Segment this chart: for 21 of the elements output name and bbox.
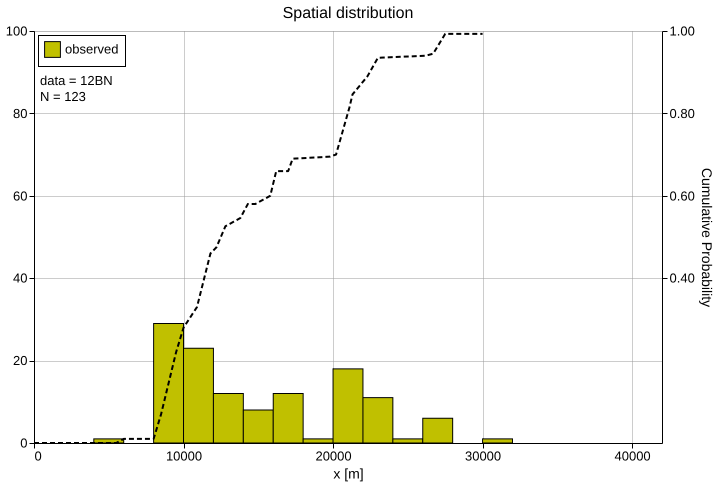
y2-tick-label: 1.00 <box>670 24 695 38</box>
y-tick-label: 100 <box>6 24 28 38</box>
y2-tick-label: 0.80 <box>670 106 695 121</box>
y2-tick-label: 0.40 <box>670 270 695 286</box>
y-tick-label: 20 <box>13 353 28 368</box>
x-axis-title: x [m] <box>333 466 364 482</box>
x-tick-label: 0 <box>34 448 42 464</box>
y-tick-label: 60 <box>13 188 28 204</box>
x-tick-label: 40000 <box>614 448 651 464</box>
x-tick-label: 20000 <box>315 448 352 464</box>
legend-label: observed <box>65 42 118 56</box>
y2-axis-title: Cumulative Probability <box>698 168 715 308</box>
chart-title: Spatial distribution <box>282 5 414 22</box>
y-tick-label: 40 <box>13 270 28 286</box>
y-tick-label: 80 <box>13 106 28 121</box>
x-tick-label: 30000 <box>464 448 502 464</box>
y2-tick-label: 0.60 <box>670 188 695 204</box>
annotation: data = 12BN <box>40 73 113 88</box>
annotation: N = 123 <box>40 89 86 104</box>
x-tick-label: 10000 <box>166 448 202 464</box>
y-tick-label: 0 <box>20 436 28 450</box>
